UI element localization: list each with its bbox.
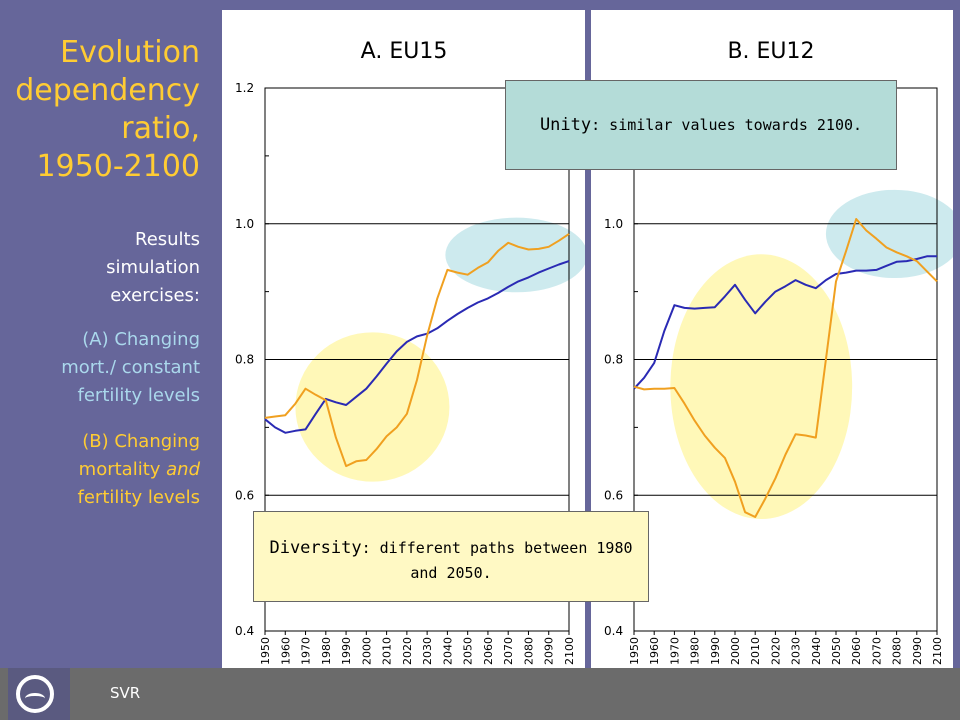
chart-title: A. EU15: [361, 39, 448, 64]
y-tick-label: 0.6: [235, 488, 254, 502]
y-tick-label: 0.8: [604, 353, 623, 367]
x-tick-label: 2090: [543, 637, 556, 665]
x-tick-label: 1990: [340, 637, 353, 665]
results-text: Results simulation exercises:: [0, 226, 200, 310]
title-line: 1950-2100: [36, 149, 200, 184]
note-a: (A) Changing mort./ constant fertility l…: [0, 326, 200, 410]
note-a-line: mort./ constant: [61, 357, 200, 378]
series-line: [264, 260, 570, 434]
logo-icon: [16, 675, 54, 713]
highlight-ellipse: [295, 332, 450, 482]
logo: [8, 668, 70, 720]
series-line: [264, 233, 570, 468]
series-line: [633, 218, 938, 518]
x-tick-label: 2030: [790, 637, 803, 665]
slide-title: Evolution dependency ratio, 1950-2100: [0, 34, 200, 186]
x-tick-label: 2020: [401, 637, 414, 665]
x-tick-label: 2050: [462, 637, 475, 665]
x-tick-label: 1960: [279, 637, 292, 665]
note-b-line: mortality and: [0, 456, 200, 484]
x-tick-label: 2000: [729, 637, 742, 665]
results-line: exercises:: [110, 285, 200, 306]
x-tick-label: 2100: [931, 637, 944, 665]
y-tick-label: 1.0: [235, 217, 254, 231]
x-tick-label: 2100: [563, 637, 576, 665]
x-tick-label: 2060: [482, 637, 495, 665]
diversity-callout: Diversity: different paths between 1980 …: [253, 511, 649, 602]
x-tick-label: 1990: [709, 637, 722, 665]
x-tick-label: 1970: [668, 637, 681, 665]
note-b-line: (B) Changing: [82, 431, 200, 452]
x-tick-label: 2070: [870, 637, 883, 665]
x-tick-label: 2080: [522, 637, 535, 665]
note-b-line: fertility levels: [77, 487, 200, 508]
x-tick-label: 2070: [502, 637, 515, 665]
title-line: dependency: [15, 73, 200, 108]
x-tick-label: 2080: [891, 637, 904, 665]
x-tick-label: 1970: [300, 637, 313, 665]
unity-text: : similar values towards 2100.: [591, 116, 863, 134]
x-tick-label: 1980: [689, 637, 702, 665]
x-tick-label: 2060: [850, 637, 863, 665]
note-a-line: fertility levels: [77, 385, 200, 406]
chart-a: A. EU15 0.4 0.6 0.8 1.0 1.2 1950 1960 1970 1980 19…: [235, 39, 585, 665]
unity-key: Unity: [539, 115, 592, 135]
title-line: ratio,: [121, 111, 200, 146]
note-b: (B) Changing mortality and fertility lev…: [0, 428, 200, 512]
highlight-ellipse: [825, 189, 953, 279]
unity-callout: Unity: similar values towards 2100.: [505, 80, 897, 170]
x-tick-label: 1960: [648, 637, 661, 665]
diversity-text: : different paths between 1980 and 2050.: [361, 539, 633, 582]
results-line: Results: [135, 229, 200, 250]
y-tick-label: 0.6: [604, 488, 623, 502]
footer-bar: SVR: [0, 668, 960, 720]
diversity-key: Diversity: [269, 538, 362, 558]
y-tick-label: 0.4: [235, 624, 254, 638]
x-tick-label: 2020: [769, 637, 782, 665]
x-tick-label: 2010: [381, 637, 394, 665]
x-tick-label: 2050: [830, 637, 843, 665]
y-tick-label: 0.4: [604, 624, 623, 638]
chart-b: B. EU12 0.4 0.6 0.8 1.0 1950 1960 1970 1980 1990 2…: [604, 39, 953, 665]
x-tick-label: 1980: [320, 637, 333, 665]
chart-title: B. EU12: [727, 39, 814, 64]
sidebar: Evolution dependency ratio, 1950-2100 Re…: [0, 0, 212, 668]
x-tick-label: 2040: [441, 637, 454, 665]
x-tick-label: 1950: [628, 637, 641, 665]
title-line: Evolution: [60, 35, 200, 70]
note-b-emphasis: and: [166, 459, 200, 480]
x-tick-label: 2030: [421, 637, 434, 665]
x-tick-label: 2090: [911, 637, 924, 665]
x-tick-label: 2000: [360, 637, 373, 665]
series-line: [633, 255, 937, 390]
footer-label: SVR: [110, 684, 141, 702]
x-tick-label: 2010: [749, 637, 762, 665]
results-line: simulation: [106, 257, 200, 278]
y-tick-label: 1.0: [604, 217, 623, 231]
highlight-ellipse: [445, 217, 585, 293]
note-b-text: mortality: [78, 459, 167, 480]
y-tick-label: 0.8: [235, 353, 254, 367]
highlight-ellipse: [670, 254, 853, 520]
x-tick-label: 1950: [259, 637, 272, 665]
note-a-line: (A) Changing: [82, 329, 200, 350]
y-tick-label: 1.2: [235, 81, 254, 95]
x-tick-label: 2040: [810, 637, 823, 665]
